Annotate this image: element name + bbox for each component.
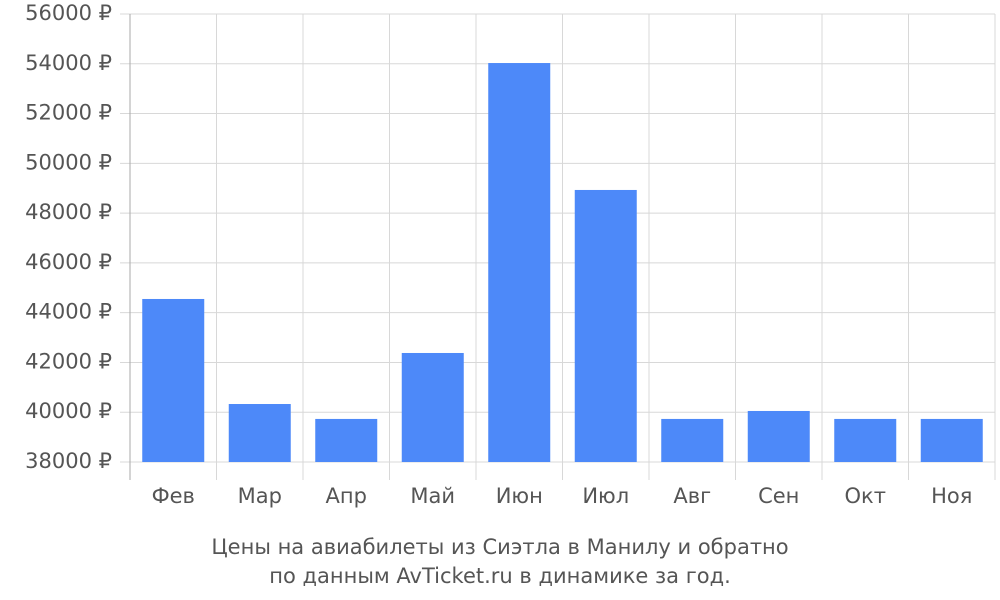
x-tick-label: Окт (845, 484, 886, 508)
x-tick-label: Мар (238, 484, 282, 508)
y-tick-label: 52000 ₽ (25, 101, 112, 125)
chart-title-line: по данным AvTicket.ru в динамике за год. (269, 564, 731, 588)
y-tick-label: 44000 ₽ (25, 300, 112, 324)
bar (920, 418, 983, 462)
y-tick-label: 38000 ₽ (25, 449, 112, 473)
y-tick-label: 50000 ₽ (25, 150, 112, 174)
x-tick-label: Май (410, 484, 455, 508)
bar (142, 298, 205, 462)
chart-title-line: Цены на авиабилеты из Сиэтла в Манилу и … (211, 535, 788, 559)
bar (661, 418, 724, 462)
x-tick-label: Июл (582, 484, 629, 508)
x-tick-label: Ноя (931, 484, 972, 508)
bar (574, 189, 637, 462)
x-tick-label: Авг (673, 484, 711, 508)
x-tick-label: Фев (152, 484, 195, 508)
y-tick-label: 48000 ₽ (25, 200, 112, 224)
bar (747, 410, 810, 462)
y-tick-label: 42000 ₽ (25, 349, 112, 373)
x-tick-label: Июн (496, 484, 543, 508)
y-tick-label: 46000 ₽ (25, 250, 112, 274)
bar (834, 418, 897, 462)
bar (315, 418, 378, 462)
bar (401, 352, 464, 462)
y-tick-label: 54000 ₽ (25, 51, 112, 75)
bar (228, 404, 291, 462)
bar (488, 63, 551, 462)
x-tick-label: Апр (326, 484, 367, 508)
y-tick-label: 40000 ₽ (25, 399, 112, 423)
y-tick-label: 56000 ₽ (25, 1, 112, 25)
x-tick-label: Сен (758, 484, 799, 508)
